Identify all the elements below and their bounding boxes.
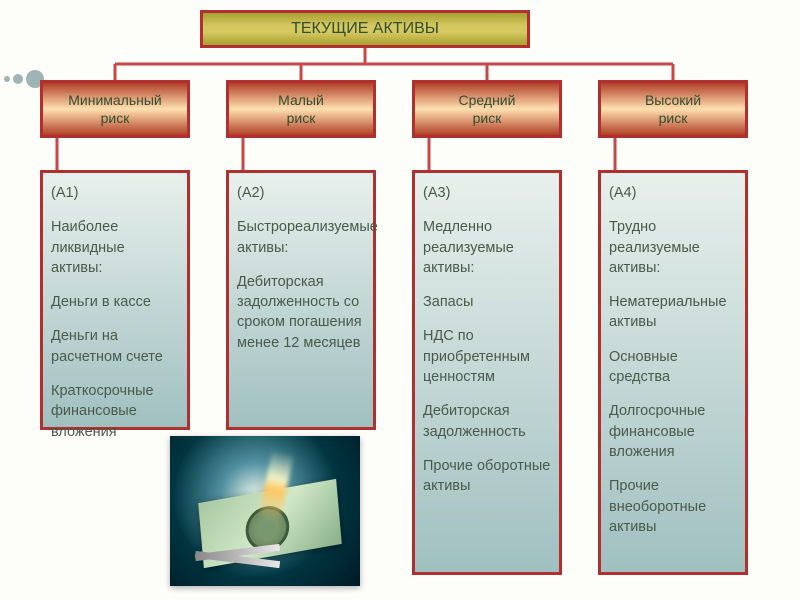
detail-para: Дебиторская задолженность — [423, 401, 551, 442]
detail-box-a2: (А2) Быстрореализуемые активы: Дебиторск… — [226, 170, 376, 430]
detail-para: Наиболее ликвидные активы: — [51, 217, 179, 278]
detail-para: Краткосрочные финансовые вложения — [51, 381, 179, 442]
risk-box-medium: Средний риск — [412, 80, 562, 138]
risk-label: риск — [659, 109, 688, 127]
risk-box-minimal: Минимальный риск — [40, 80, 190, 138]
root-title-box: ТЕКУЩИЕ АКТИВЫ — [200, 10, 530, 48]
detail-para: НДС по приобретенным ценностям — [423, 326, 551, 387]
detail-para: Быстрореализуемые активы: — [237, 217, 365, 258]
detail-para: Прочие оборотные активы — [423, 456, 551, 497]
detail-box-a1: (А1) Наиболее ликвидные активы: Деньги в… — [40, 170, 190, 430]
detail-box-a4: (А4) Трудно реализуемые активы: Нематери… — [598, 170, 748, 575]
risk-label: Минимальный — [68, 91, 162, 109]
diagram-root: ТЕКУЩИЕ АКТИВЫ Минимальный риск (А1) Наи… — [0, 0, 800, 600]
detail-para: Медленно реализуемые активы: — [423, 217, 551, 278]
detail-header: (А4) — [609, 183, 737, 203]
risk-box-small: Малый риск — [226, 80, 376, 138]
decor-dots — [4, 70, 44, 88]
root-title: ТЕКУЩИЕ АКТИВЫ — [291, 20, 439, 38]
risk-box-high: Высокий риск — [598, 80, 748, 138]
detail-header: (А2) — [237, 183, 365, 203]
detail-para: Дебиторская задолженность со сроком пога… — [237, 272, 365, 353]
detail-para: Прочие внеоборотные активы — [609, 476, 737, 537]
risk-label: риск — [473, 109, 502, 127]
detail-header: (А3) — [423, 183, 551, 203]
detail-para: Основные средства — [609, 347, 737, 388]
detail-para: Трудно реализуемые активы: — [609, 217, 737, 278]
money-scissors-image — [170, 436, 360, 586]
risk-label: Малый — [278, 91, 324, 109]
risk-label: Средний — [459, 91, 516, 109]
detail-header: (А1) — [51, 183, 179, 203]
risk-label: риск — [101, 109, 130, 127]
detail-para: Нематериальные активы — [609, 292, 737, 333]
risk-label: риск — [287, 109, 316, 127]
detail-para: Запасы — [423, 292, 551, 312]
detail-box-a3: (А3) Медленно реализуемые активы: Запасы… — [412, 170, 562, 575]
detail-para: Долгосрочные финансовые вложения — [609, 401, 737, 462]
detail-para: Деньги в кассе — [51, 292, 179, 312]
detail-para: Деньги на расчетном счете — [51, 326, 179, 367]
risk-label: Высокий — [645, 91, 701, 109]
